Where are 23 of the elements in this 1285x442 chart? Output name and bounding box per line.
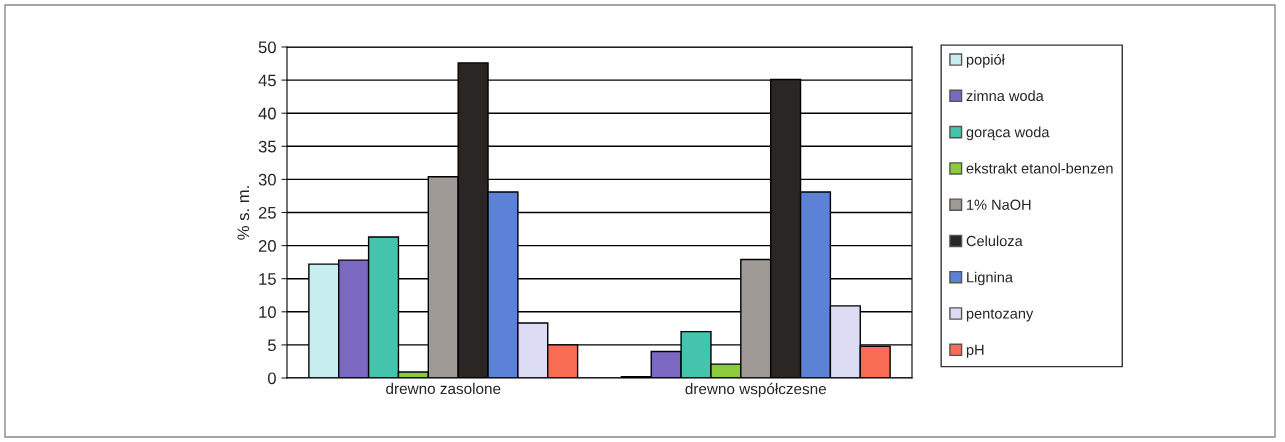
y-tick-label: 20 [258,240,276,252]
legend-label: zimna woda [966,90,1044,102]
x-tick-label: drewno współczesne [685,382,826,398]
x-tick-label: drewno zasolone [386,382,501,395]
y-tick-label: 15 [259,273,276,285]
legend-label: 1% NaOH [967,199,1031,210]
y-tick-label: 30 [258,173,276,186]
y-tick-label: 10 [259,306,276,318]
y-tick-label: 50 [258,41,276,54]
y-tick-label: 5 [267,339,276,352]
legend-label: pH [966,344,984,358]
legend-label: ekstrakt etanol-benzen [966,162,1113,174]
y-tick-label: 45 [258,74,276,87]
y-tick-label: 40 [258,107,276,120]
legend-label: Celuloza [966,235,1023,247]
y-tick-label: 35 [258,140,276,153]
y-tick-label: 25 [258,206,276,219]
legend-label: popiół [966,53,1005,68]
y-tick-label: 0 [267,372,276,385]
legend-label: Lignina [967,271,1013,286]
y-axis-title: % s. m. [237,186,250,240]
legend-label: pentozany [966,309,1034,322]
legend-label: gorąca woda [966,126,1050,141]
